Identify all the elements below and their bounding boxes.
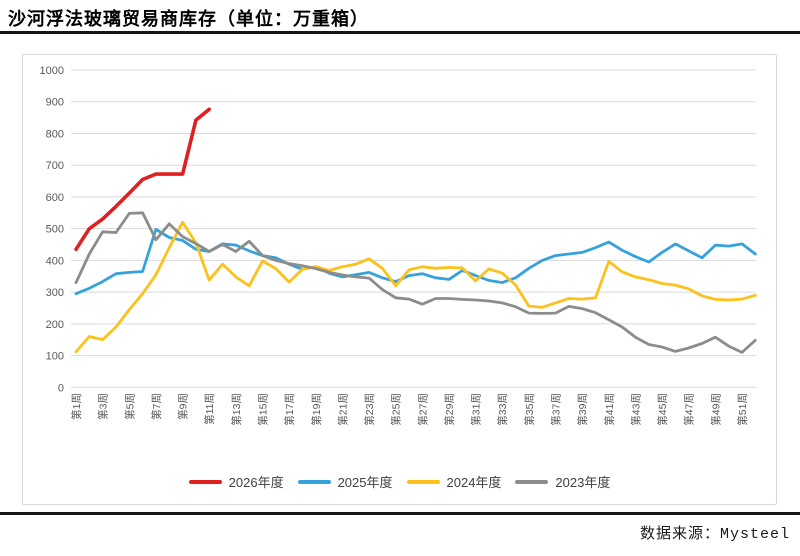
x-axis-tick-label: 第21周 xyxy=(336,393,349,426)
chart-legend: 2026年度 2025年度 2024年度 2023年度 xyxy=(23,472,776,491)
y-axis-tick-label: 400 xyxy=(46,255,64,267)
x-axis-tick-label: 第39周 xyxy=(576,393,589,426)
y-axis-tick-label: 800 xyxy=(46,128,64,140)
legend-item-2026年度: 2026年度 xyxy=(188,472,284,491)
y-axis-tick-label: 700 xyxy=(46,160,64,172)
x-axis-tick-label: 第37周 xyxy=(550,393,563,426)
y-axis-tick-label: 600 xyxy=(46,192,64,204)
x-axis-tick-label: 第1周 xyxy=(70,393,83,420)
legend-swatch xyxy=(515,479,549,484)
legend-item-2023年度: 2023年度 xyxy=(515,472,610,491)
title-underline xyxy=(0,31,800,34)
legend-label: 2025年度 xyxy=(337,475,393,490)
x-axis-tick-label: 第15周 xyxy=(256,393,269,426)
y-axis-tick-label: 900 xyxy=(46,97,64,109)
y-axis-tick-label: 200 xyxy=(46,319,64,331)
x-axis-tick-label: 第19周 xyxy=(310,393,323,426)
x-axis-tick-label: 第35周 xyxy=(523,393,536,426)
x-axis-tick-label: 第49周 xyxy=(709,393,722,426)
x-axis-tick-label: 第7周 xyxy=(150,393,163,420)
legend-item-2025年度: 2025年度 xyxy=(297,472,393,491)
x-axis-tick-label: 第17周 xyxy=(283,393,296,426)
y-axis-tick-label: 1000 xyxy=(40,65,64,77)
y-axis-tick-label: 0 xyxy=(58,382,64,394)
x-axis-tick-label: 第13周 xyxy=(230,393,243,426)
legend-item-2024年度: 2024年度 xyxy=(406,472,502,491)
x-axis-tick-label: 第27周 xyxy=(416,393,429,426)
x-axis-tick-label: 第31周 xyxy=(470,393,483,426)
x-axis-tick-label: 第23周 xyxy=(363,393,376,426)
footer-divider xyxy=(0,512,800,515)
series-line-2025年度 xyxy=(74,227,757,296)
y-axis-tick-label: 300 xyxy=(46,287,64,299)
x-axis-tick-label: 第11周 xyxy=(203,393,216,425)
x-axis-tick-label: 第43周 xyxy=(629,393,642,426)
series-line-2026年度 xyxy=(74,107,211,252)
x-axis-tick-label: 第9周 xyxy=(177,393,190,420)
x-axis-tick-label: 第47周 xyxy=(683,393,696,426)
x-axis-tick-label: 第3周 xyxy=(97,393,110,420)
x-axis-tick-label: 第41周 xyxy=(603,393,616,426)
y-axis-tick-label: 100 xyxy=(46,351,64,363)
legend-label: 2023年度 xyxy=(555,475,611,490)
legend-swatch xyxy=(406,479,440,484)
page-title: 沙河浮法玻璃贸易商库存（单位：万重箱） xyxy=(8,9,369,29)
legend-label: 2024年度 xyxy=(446,475,502,490)
x-axis-tick-label: 第29周 xyxy=(443,393,456,426)
series-line-2023年度 xyxy=(74,211,757,354)
x-axis-tick-label: 第51周 xyxy=(736,393,749,426)
x-axis-tick-label: 第33周 xyxy=(496,393,509,426)
y-axis-tick-label: 500 xyxy=(46,224,64,236)
x-axis-tick-label: 第45周 xyxy=(656,393,669,426)
legend-swatch xyxy=(188,479,222,484)
series-line-2024年度 xyxy=(74,220,757,354)
chart-frame: 0 100 200 300 400 500 600 700 800 900 1000 第1周 第3周 第5… xyxy=(22,54,777,505)
legend-swatch xyxy=(297,479,331,484)
x-axis-tick-label: 第25周 xyxy=(390,393,403,426)
x-axis-tick-label: 第5周 xyxy=(123,393,136,420)
legend-label: 2026年度 xyxy=(228,475,284,490)
data-source-note: 数据来源：Mysteel xyxy=(639,526,790,543)
